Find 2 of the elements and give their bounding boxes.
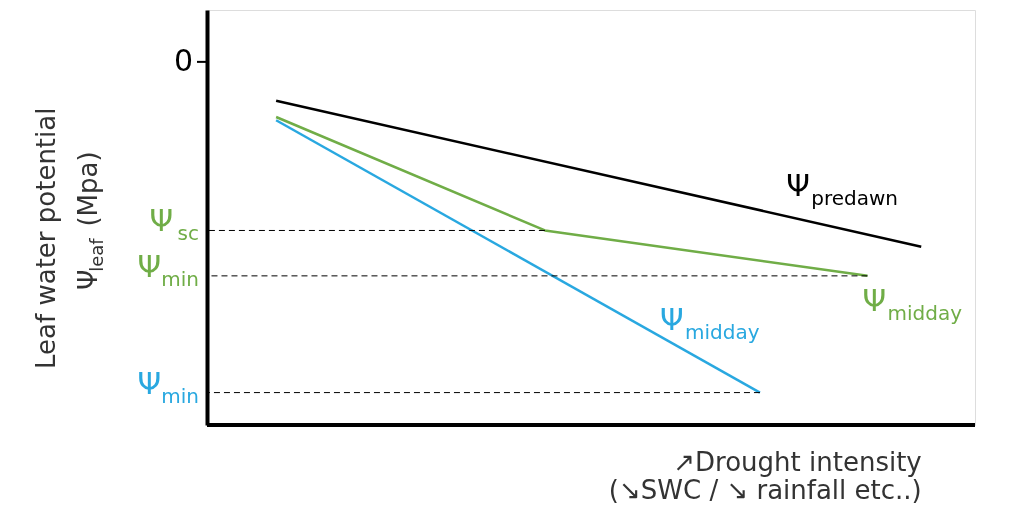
text: 0 <box>173 42 193 78</box>
x-axis-title: ↗Drought intensity (↘SWC / ↘ rainfall etc..) <box>608 446 922 505</box>
